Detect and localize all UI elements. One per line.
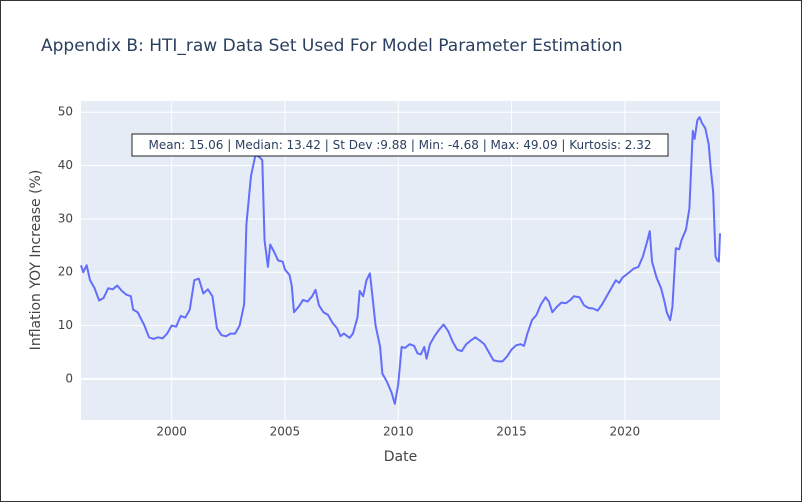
annotation-box (131, 133, 669, 157)
x-tick-label: 2000 (156, 425, 187, 439)
y-tick-label: 10 (58, 318, 73, 332)
line-series (80, 116, 721, 405)
x-tick-label: 2020 (610, 425, 641, 439)
x-tick-label: 2010 (383, 425, 414, 439)
y-tick-label: 0 (65, 371, 73, 385)
y-tick-label: 30 (58, 211, 73, 225)
x-tick-label: 2015 (496, 425, 527, 439)
y-axis-title: Inflation YOY Increase (%) (28, 170, 44, 351)
chart-title: Appendix B: HTI_raw Data Set Used For Mo… (41, 36, 623, 56)
y-tick-label: 40 (58, 158, 73, 172)
annotation: Mean: 15.06 | Median: 13.42 | St Dev :9.… (148, 138, 651, 152)
y-tick-label: 50 (58, 105, 73, 119)
x-tick-label: 2005 (270, 425, 301, 439)
y-tick-label: 20 (58, 265, 73, 279)
x-axis-title: Date (384, 449, 417, 465)
marks (80, 116, 721, 405)
